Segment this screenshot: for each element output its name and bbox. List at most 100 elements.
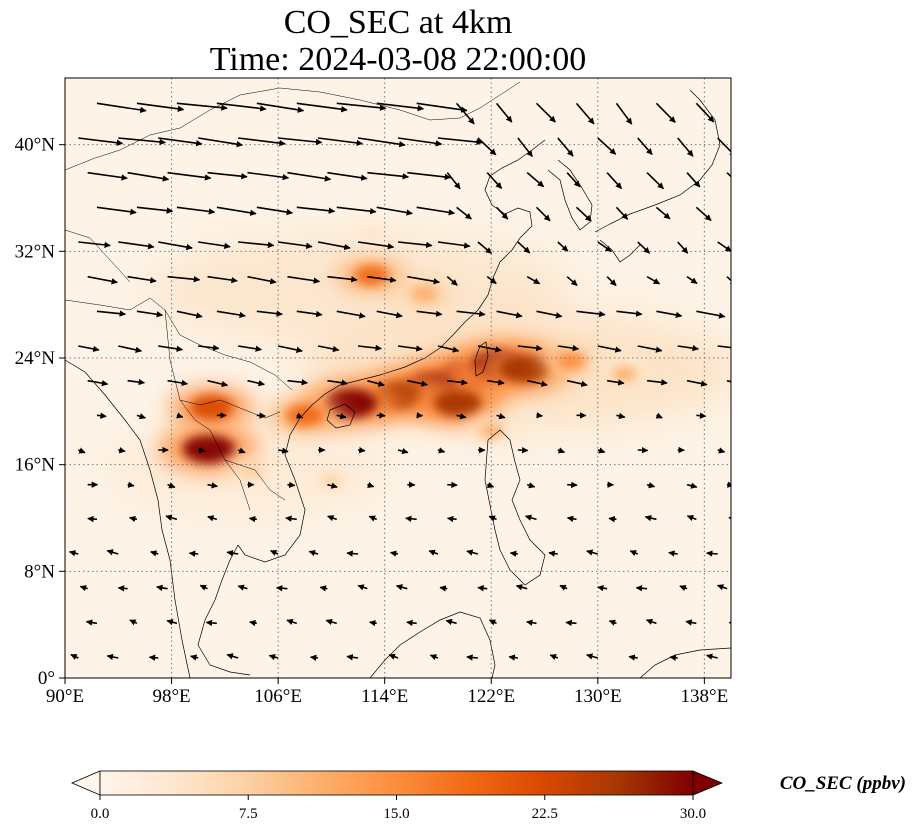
wind-vector [216, 206, 257, 216]
wind-vector [256, 412, 266, 419]
wind-vector [655, 206, 671, 220]
wind-vector [397, 241, 433, 249]
wind-vector [357, 137, 406, 148]
wind-vector [198, 241, 231, 250]
wind-vector [428, 549, 439, 556]
wind-vector [357, 241, 395, 250]
wind-vector [608, 619, 617, 626]
wind-vector [686, 515, 697, 522]
wind-vector [309, 654, 319, 661]
wind-vector [637, 345, 663, 353]
wind-vector [96, 206, 137, 215]
wind-vector [695, 206, 712, 222]
wind-vector [576, 310, 606, 318]
wind-vector [455, 102, 475, 125]
wind-vector [669, 654, 678, 661]
wind-vector [645, 618, 657, 625]
wind-vector [677, 344, 699, 352]
wind-vector [557, 241, 569, 252]
wind-vector [167, 275, 201, 283]
wind-vector [406, 619, 417, 627]
wind-vector [118, 447, 126, 454]
wind-vector [287, 379, 308, 386]
wind-vector [736, 103, 751, 123]
wind-vector [668, 550, 678, 557]
colorbar: 0.0 7.5 15.0 22.5 30.0 CO_SEC (ppbv) [70, 770, 906, 822]
wind-vector [526, 275, 541, 285]
wind-vector [198, 137, 244, 148]
wind-vector [646, 482, 656, 489]
wind-vector [336, 206, 377, 215]
y-tick-label: 24°N [15, 348, 56, 369]
colorbar-tick-label: 0.0 [91, 806, 110, 822]
wind-vector [477, 137, 497, 156]
wind-vector [199, 584, 208, 591]
wind-vector [606, 172, 623, 190]
wind-vector [686, 276, 698, 285]
wind-vector [207, 171, 248, 180]
wind-vector [285, 515, 297, 522]
wind-vector [535, 206, 551, 222]
wind-vector [127, 275, 157, 284]
wind-vector [327, 515, 337, 522]
wind-vector [136, 102, 185, 113]
wind-vector [477, 241, 493, 255]
wind-vector [287, 275, 321, 284]
x-tick-label: 106°E [254, 686, 302, 707]
wind-vector [96, 102, 147, 114]
wind-vector [616, 412, 626, 420]
wind-vector [517, 137, 533, 158]
wind-vector [369, 619, 377, 627]
wind-vector [176, 412, 184, 419]
y-tick-label: 32°N [15, 241, 56, 262]
wind-vector [477, 585, 488, 592]
wind-vector [167, 482, 176, 489]
wind-vector [319, 585, 328, 592]
wind-vector [566, 276, 578, 287]
x-tick-label: 114°E [361, 686, 408, 707]
wind-vector [446, 172, 461, 190]
wind-vector [646, 172, 665, 190]
wind-vector [127, 378, 146, 386]
co-plume [465, 417, 518, 445]
wind-vector [158, 345, 183, 352]
wind-vector [655, 102, 676, 123]
wind-vector [238, 137, 286, 147]
wind-vector [249, 619, 257, 627]
wind-vector [566, 515, 577, 522]
wind-vector [557, 447, 566, 454]
wind-vector [327, 379, 348, 386]
colorbar-tick-label: 15.0 [383, 806, 409, 822]
wind-vector [256, 206, 293, 216]
wind-vector [629, 550, 639, 557]
wind-vector [207, 379, 229, 388]
wind-vector [637, 241, 651, 254]
wind-vector [456, 310, 486, 318]
wind-vector [549, 654, 559, 661]
wind-vector [256, 102, 305, 113]
co-plume [352, 225, 391, 246]
wind-vector [524, 514, 537, 521]
wind-vector [496, 310, 523, 319]
wind-vector [429, 654, 439, 661]
wind-vector [728, 515, 731, 522]
wind-vector [336, 310, 366, 319]
wind-vector [586, 653, 599, 660]
wind-vector [575, 102, 595, 125]
wind-vector [565, 619, 577, 627]
wind-vector [437, 137, 483, 146]
wind-vector [158, 137, 203, 147]
wind-vector [615, 206, 629, 220]
wind-vector [397, 137, 443, 147]
wind-vector [628, 654, 638, 661]
wind-vector [517, 344, 543, 352]
map-title-line2: Time: 2024-03-08 22:00:00 [210, 41, 587, 78]
co-plume [310, 469, 353, 492]
wind-vector-layer [68, 102, 751, 661]
wind-vector [488, 515, 497, 522]
co-plume [598, 360, 651, 388]
wind-vector [439, 585, 448, 592]
map-title-line1: CO_SEC at 4km [284, 4, 513, 41]
y-axis: 0° 8°N 16°N 24°N 32°N 40°N [15, 135, 65, 689]
wind-vector [286, 618, 298, 626]
